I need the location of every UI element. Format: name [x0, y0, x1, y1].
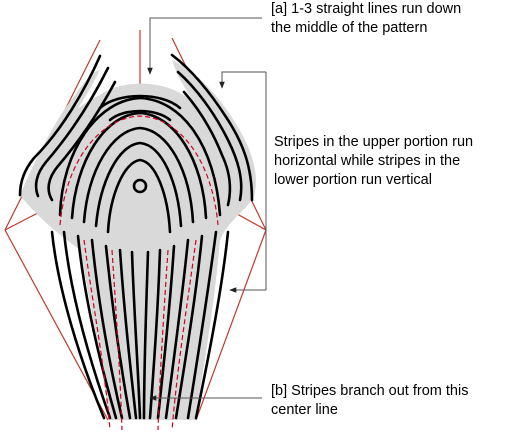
annotation-mid-line2: horizontal while stripes in the — [274, 153, 461, 169]
annotation-b: [b] Stripes branch out from this center … — [271, 382, 511, 420]
annotation-b-line1: [b] Stripes branch out from this — [271, 383, 469, 399]
annotation-orientation: Stripes in the upper portion run horizon… — [274, 133, 510, 190]
annotation-b-line2: center line — [271, 402, 338, 418]
leader-mid-bottom — [229, 72, 267, 293]
leader-a — [147, 17, 262, 75]
annotation-mid-line1: Stripes in the upper portion run — [274, 134, 474, 150]
ridge-stripes — [18, 53, 254, 420]
pattern-fill — [20, 60, 256, 420]
annotation-a-line1: [a] 1-3 straight lines run down — [271, 1, 462, 17]
annotation-a-line2: the middle of the pattern — [271, 20, 428, 36]
annotation-a: [a] 1-3 straight lines run down the midd… — [271, 0, 511, 38]
annotation-mid-line3: lower portion run vertical — [274, 172, 432, 188]
leader-mid-top — [219, 71, 266, 89]
annotation-leaders — [147, 17, 267, 401]
dashed-guides — [59, 115, 219, 431]
